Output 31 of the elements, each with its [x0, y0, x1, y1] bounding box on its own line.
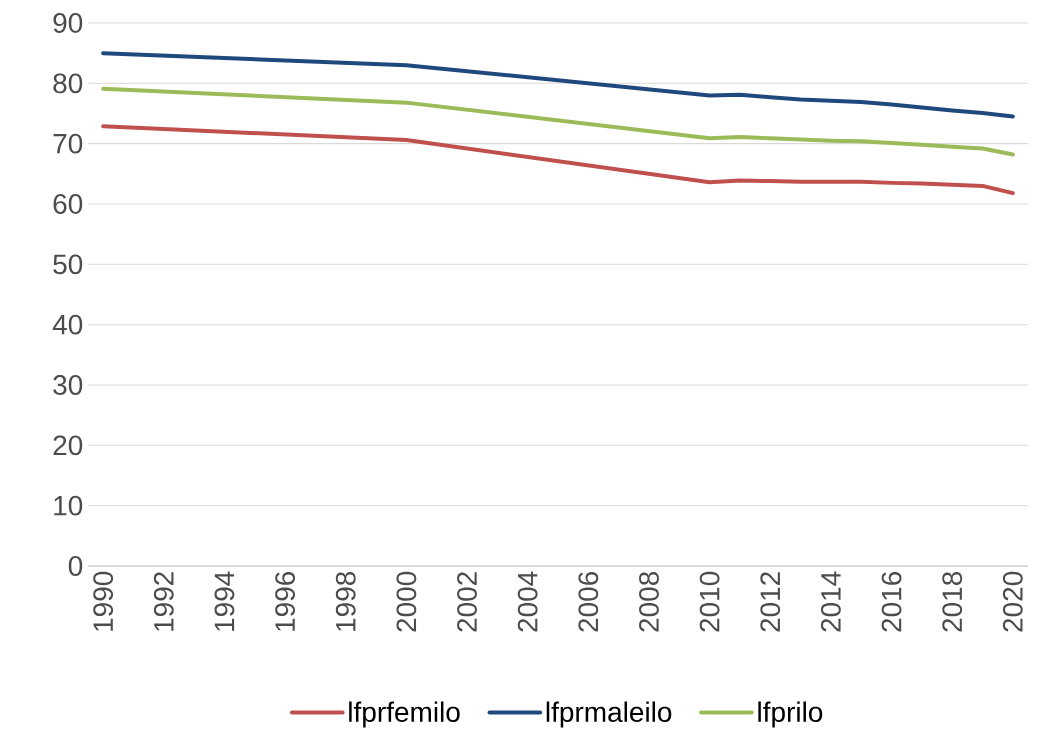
y-tick-label: 50	[53, 254, 83, 275]
x-tick-label: 2002	[457, 572, 477, 632]
y-tick-label: 0	[68, 556, 83, 576]
y-tick-label: 90	[53, 13, 83, 33]
y-tick-label: 80	[53, 73, 83, 94]
line-series	[101, 86, 1015, 157]
y-tick-label: 40	[52, 314, 83, 335]
x-tick-label: 2000	[396, 571, 417, 632]
x-tick-label: 1990	[93, 571, 114, 631]
x-tick-label: 1998	[335, 571, 356, 631]
legend-label: lfprilo	[758, 701, 823, 728]
x-tick-label: 2014	[821, 571, 841, 632]
x-tick-label: 2008	[639, 571, 659, 632]
y-tick-label: 20	[53, 435, 83, 456]
y-tick-label: 30	[53, 375, 83, 395]
y-tick-label: 70	[53, 133, 83, 154]
x-tick-label: 2004	[517, 571, 538, 632]
x-tick-label: 2016	[881, 571, 902, 632]
x-tick-label: 2010	[699, 571, 720, 632]
legend-label: lfprfemilo	[349, 701, 460, 728]
line-series	[101, 51, 1015, 119]
x-tick-label: 1992	[153, 572, 174, 631]
y-tick-label: 10	[54, 495, 83, 516]
x-tick-label: 2020	[1002, 571, 1023, 632]
x-tick-label: 2006	[578, 571, 599, 632]
x-tick-label: 1996	[275, 571, 296, 631]
x-tick-label: 2012	[760, 572, 781, 632]
y-tick-label: 60	[53, 194, 83, 214]
x-tick-label: 2018	[942, 571, 963, 632]
x-tick-label: 1994	[214, 571, 235, 631]
legend-label: lfprmaleilo	[546, 701, 672, 728]
